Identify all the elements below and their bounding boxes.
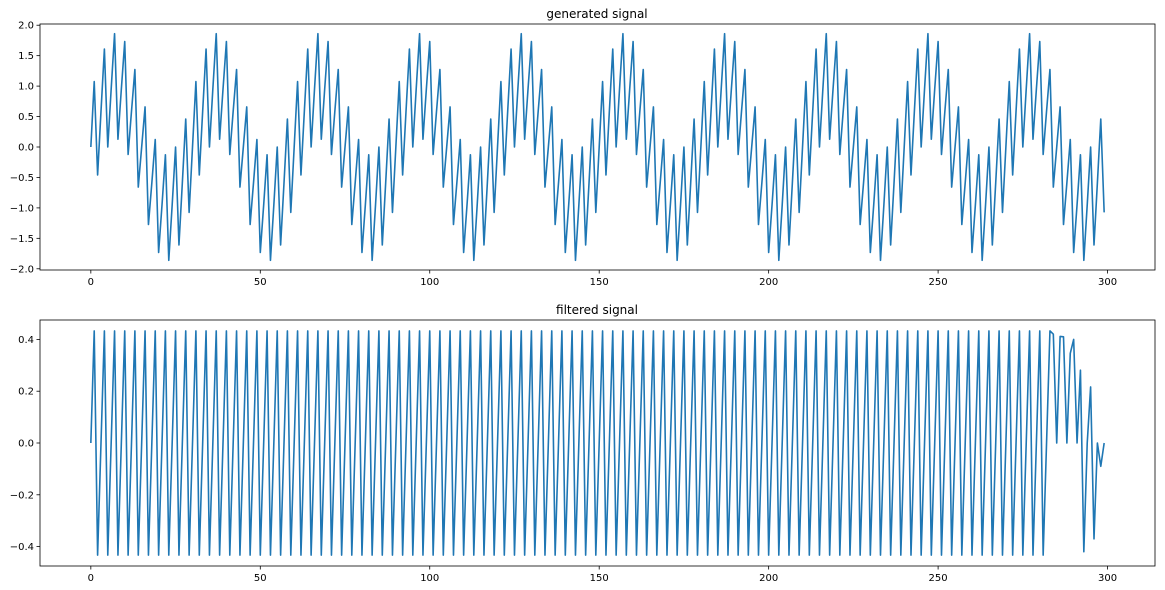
top-chart-series-line — [90, 32, 1105, 262]
top-chart-frame — [39, 23, 1156, 271]
x-tick-label: 250 — [929, 277, 948, 288]
x-tick-label: 0 — [88, 277, 94, 288]
y-tick-label: −1.0 — [10, 203, 34, 214]
bottom-chart: filtered signal 0 50 100 150 200 250 300 −0.4 −0… — [10, 303, 1156, 584]
y-tick-label: −2.0 — [10, 264, 34, 275]
y-tick-label: 0.0 — [18, 143, 34, 154]
x-tick-label: 50 — [254, 573, 267, 584]
y-tick-label: −0.5 — [10, 173, 34, 184]
y-tick-label: 0.4 — [18, 335, 34, 346]
x-tick-label: 100 — [420, 277, 439, 288]
y-tick-label: 0.2 — [18, 387, 34, 398]
bottom-chart-ticks: 0 50 100 150 200 250 300 −0.4 −0.2 0.0 0.2 0.4 — [10, 335, 1117, 584]
x-tick-label: 300 — [1098, 573, 1117, 584]
x-tick-label: 200 — [759, 573, 778, 584]
y-tick-label: 0.0 — [18, 439, 34, 450]
y-tick-label: 0.5 — [18, 112, 34, 123]
x-tick-label: 0 — [88, 573, 94, 584]
y-tick-label: 2.0 — [18, 21, 34, 32]
top-chart-ticks: 0 50 100 150 200 250 300 −2.0 −1.5 −1.0 −0.5 0.0 0.5… — [10, 21, 1117, 288]
top-chart: generated signal 0 50 100 150 200 250 300 −2.0 −… — [10, 7, 1156, 288]
x-tick-label: 300 — [1098, 277, 1117, 288]
y-tick-label: −0.2 — [10, 490, 34, 501]
bottom-chart-title: filtered signal — [556, 303, 638, 317]
bottom-chart-frame — [39, 319, 1156, 567]
x-tick-label: 150 — [590, 573, 609, 584]
x-tick-label: 50 — [254, 277, 267, 288]
x-tick-label: 250 — [929, 573, 948, 584]
bottom-chart-series-line — [90, 330, 1105, 556]
y-tick-label: −0.4 — [10, 542, 34, 553]
y-tick-label: −1.5 — [10, 234, 34, 245]
x-tick-label: 100 — [420, 573, 439, 584]
y-tick-label: 1.5 — [18, 51, 34, 62]
y-tick-label: 1.0 — [18, 82, 34, 93]
x-tick-label: 150 — [590, 277, 609, 288]
x-tick-label: 200 — [759, 277, 778, 288]
top-chart-title: generated signal — [546, 7, 647, 21]
